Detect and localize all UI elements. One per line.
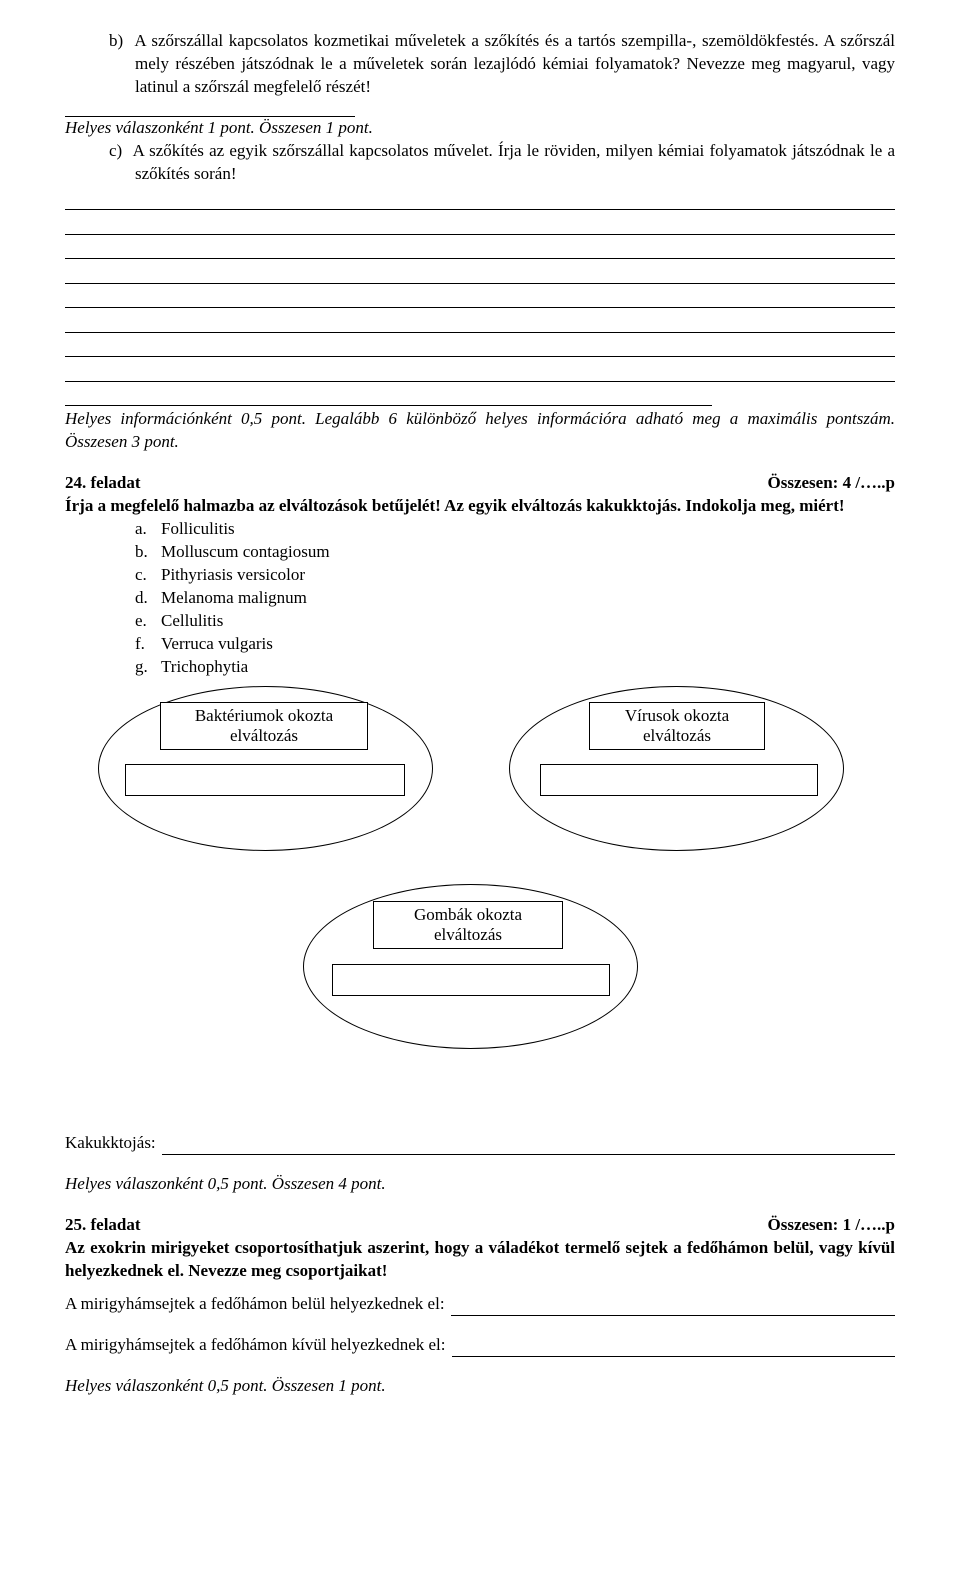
section-b-text: b) A szőrszállal kapcsolatos kozmetikai … [65, 30, 895, 99]
list-item: b.Molluscum contagiosum [135, 541, 895, 564]
blank-line[interactable] [65, 210, 895, 235]
scoring-25: Helyes válaszonként 0,5 pont. Összesen 1… [65, 1375, 895, 1398]
list-text: Trichophytia [161, 656, 248, 679]
task25-line2-label: A mirigyhámsejtek a fedőhámon kívül hely… [65, 1334, 446, 1357]
kakukk-blank[interactable] [162, 1137, 895, 1155]
scoring-c: Helyes információnként 0,5 pont. Legaláb… [65, 408, 895, 454]
task25-line2-blank[interactable] [452, 1339, 896, 1357]
task25-line2-row: A mirigyhámsejtek a fedőhámon kívül hely… [65, 1334, 895, 1357]
list-label: g. [135, 656, 161, 679]
list-label: a. [135, 518, 161, 541]
task24-points: Összesen: 4 /…..p [768, 472, 896, 495]
kakukk-row: Kakukktojás: [65, 1132, 895, 1155]
task24-header: 24. feladat Összesen: 4 /…..p [65, 472, 895, 495]
task25-line1-row: A mirigyhámsejtek a fedőhámon belül hely… [65, 1293, 895, 1316]
list-text: Verruca vulgaris [161, 633, 273, 656]
list-item: g.Trichophytia [135, 656, 895, 679]
list-text: Cellulitis [161, 610, 223, 633]
venn-diagram: Baktériumok okozta elváltozás Vírusok ok… [65, 686, 895, 1106]
task24-title: 24. feladat [65, 472, 141, 495]
blank-line[interactable] [65, 235, 895, 260]
rect-bacteria-label: Baktériumok okozta elváltozás [160, 702, 368, 750]
blank-line[interactable] [65, 382, 712, 407]
list-text: Pithyriasis versicolor [161, 564, 305, 587]
list-text: Folliculitis [161, 518, 235, 541]
task24-list: a.Folliculitis b.Molluscum contagiosum c… [65, 518, 895, 679]
blank-line[interactable] [65, 186, 895, 211]
blank-line[interactable] [65, 259, 895, 284]
list-label: d. [135, 587, 161, 610]
list-text: Melanoma malignum [161, 587, 307, 610]
list-item: e.Cellulitis [135, 610, 895, 633]
scoring-24: Helyes válaszonként 0,5 pont. Összesen 4… [65, 1173, 895, 1196]
task25-points: Összesen: 1 /…..p [768, 1214, 896, 1237]
rect-bacteria-blank[interactable] [125, 764, 405, 796]
rect-fungi-label: Gombák okozta elváltozás [373, 901, 563, 949]
blank-line[interactable] [65, 308, 895, 333]
list-item: a.Folliculitis [135, 518, 895, 541]
task25-line1-blank[interactable] [451, 1298, 895, 1316]
blank-line[interactable] [65, 333, 895, 358]
list-label: e. [135, 610, 161, 633]
task25-instruction: Az exokrin mirigyeket csoportosíthatjuk … [65, 1237, 895, 1283]
rect-virus-label: Vírusok okozta elváltozás [589, 702, 765, 750]
list-item: c.Pithyriasis versicolor [135, 564, 895, 587]
task25-header: 25. feladat Összesen: 1 /…..p [65, 1214, 895, 1237]
list-label: b. [135, 541, 161, 564]
list-label: f. [135, 633, 161, 656]
list-text: Molluscum contagiosum [161, 541, 330, 564]
blank-line[interactable] [65, 284, 895, 309]
task25-title: 25. feladat [65, 1214, 141, 1237]
list-item: d.Melanoma malignum [135, 587, 895, 610]
list-label: c. [135, 564, 161, 587]
scoring-b: Helyes válaszonként 1 pont. Összesen 1 p… [65, 117, 895, 140]
rect-fungi-blank[interactable] [332, 964, 610, 996]
kakukk-label: Kakukktojás: [65, 1132, 156, 1155]
task24-instruction: Írja a megfelelő halmazba az elváltozáso… [65, 495, 895, 518]
blank-line-short[interactable] [65, 101, 355, 117]
rect-virus-blank[interactable] [540, 764, 818, 796]
section-c-text: c) A szőkítés az egyik szőrszállal kapcs… [65, 140, 895, 186]
task25-line1-label: A mirigyhámsejtek a fedőhámon belül hely… [65, 1293, 445, 1316]
blank-line[interactable] [65, 357, 895, 382]
list-item: f.Verruca vulgaris [135, 633, 895, 656]
